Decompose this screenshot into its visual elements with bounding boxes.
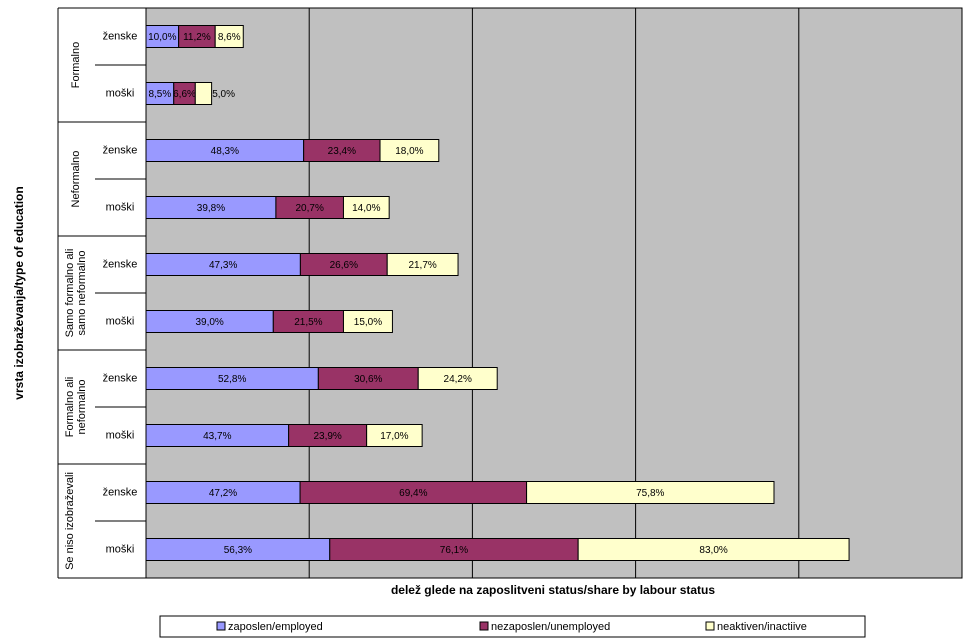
- bar-segment: [386, 253, 459, 276]
- value-label: 24,2%: [444, 374, 472, 385]
- bar-segment: [342, 310, 393, 333]
- value-label: 6,6%: [173, 89, 196, 100]
- value-label: 23,9%: [313, 431, 341, 442]
- x-axis-title: delež glede na zaposlitveni status/share…: [391, 583, 715, 597]
- value-label: 21,7%: [408, 260, 436, 271]
- bar-segment: [214, 25, 244, 48]
- bar-segment: [366, 424, 423, 447]
- legend-swatch: [479, 621, 489, 631]
- bar-segment: [526, 481, 775, 504]
- category-label: ženske: [103, 144, 138, 156]
- value-label: 75,8%: [636, 488, 664, 499]
- value-label: 26,6%: [330, 260, 358, 271]
- value-label: 39,0%: [195, 317, 223, 328]
- value-label: 39,8%: [197, 203, 225, 214]
- legend-swatch: [216, 621, 226, 631]
- legend-label: nezaposlen/unemployed: [491, 621, 610, 633]
- bar-segment: [194, 82, 213, 105]
- legend-label: neaktiven/inactiive: [717, 621, 807, 633]
- y-axis-title: vrsta izobraževanja/type of education: [12, 186, 26, 399]
- value-label: 83,0%: [699, 545, 727, 556]
- value-label: 69,4%: [399, 488, 427, 499]
- bar-segment: [342, 196, 390, 219]
- legend-box: [159, 615, 866, 638]
- value-label: 5,0%: [212, 89, 235, 100]
- group-label: Neformalno: [70, 151, 82, 208]
- category-label: moški: [106, 429, 135, 441]
- value-label: 14,0%: [352, 203, 380, 214]
- category-label: ženske: [103, 372, 138, 384]
- bar-segment: [417, 367, 498, 390]
- value-label: 10,0%: [148, 32, 176, 43]
- group-label: Formalno: [70, 42, 82, 88]
- value-label: 23,4%: [328, 146, 356, 157]
- value-label: 15,0%: [354, 317, 382, 328]
- category-label: moški: [106, 315, 135, 327]
- value-label: 48,3%: [211, 146, 239, 157]
- group-label: Formalno alineformalno: [64, 377, 88, 438]
- value-label: 30,6%: [354, 374, 382, 385]
- bar-segment: [379, 139, 440, 162]
- value-label: 8,5%: [148, 89, 171, 100]
- value-label: 76,1%: [440, 545, 468, 556]
- legend-swatch: [705, 621, 715, 631]
- value-label: 47,3%: [209, 260, 237, 271]
- category-label: moški: [106, 87, 135, 99]
- category-label: moški: [106, 543, 135, 555]
- bar-segment: [577, 538, 850, 561]
- group-label: Samo formalno alisamo neformalno: [64, 249, 88, 338]
- value-label: 47,2%: [209, 488, 237, 499]
- value-label: 21,5%: [294, 317, 322, 328]
- category-label: moški: [106, 201, 135, 213]
- value-label: 20,7%: [296, 203, 324, 214]
- value-label: 56,3%: [224, 545, 252, 556]
- category-label: ženske: [103, 486, 138, 498]
- value-label: 8,6%: [218, 32, 241, 43]
- value-label: 11,2%: [183, 32, 211, 43]
- value-label: 18,0%: [395, 146, 423, 157]
- value-label: 17,0%: [380, 431, 408, 442]
- value-label: 43,7%: [203, 431, 231, 442]
- legend-label: zaposlen/employed: [228, 621, 323, 633]
- category-label: ženske: [103, 258, 138, 270]
- category-label: ženske: [103, 30, 138, 42]
- value-label: 52,8%: [218, 374, 246, 385]
- group-label: Se niso izobraževali: [64, 472, 76, 570]
